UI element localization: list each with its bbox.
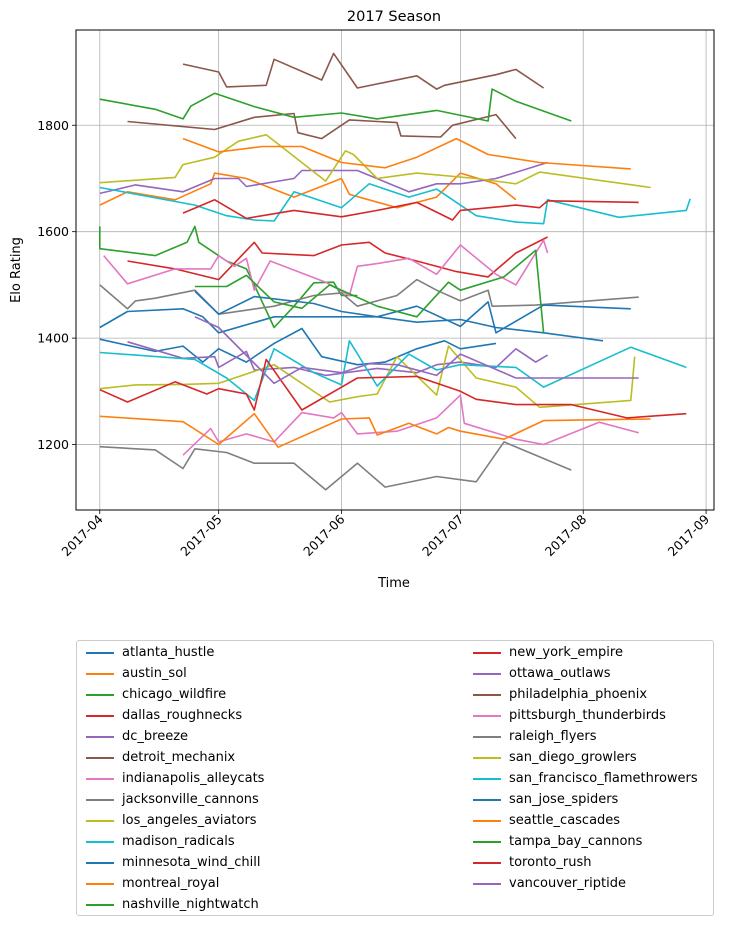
legend-label: raleigh_flyers [509,729,597,744]
legend-swatch [473,883,501,885]
legend-swatch [86,694,114,696]
legend-swatch [86,673,114,675]
legend-label: detroit_mechanix [122,750,236,765]
x-tick-label: 2017-08 [542,511,590,559]
series-line-nashville-nightwatch [99,88,572,122]
legend-swatch [86,757,114,759]
grid [76,30,714,510]
legend-label: atlanta_hustle [122,645,215,660]
legend-label: austin_sol [122,666,187,681]
x-axis-label: Time [377,576,410,591]
legend-swatch [473,820,501,822]
legend-label: jacksonville_cannons [122,792,259,807]
y-axis-label: Elo Rating [9,237,24,303]
series-line-dc-breeze [99,161,548,195]
series-lines [99,52,691,491]
legend-swatch [86,862,114,864]
legend-swatch [86,715,114,717]
legend-label: chicago_wildfire [122,687,227,702]
legend-swatch [473,841,501,843]
series-line-madison-radicals [99,183,691,225]
legend-swatch [473,778,501,780]
legend-swatch [473,736,501,738]
legend-label: seattle_cascades [509,813,621,828]
y-tick-label: 1200 [37,437,69,452]
series-line-toronto-rush [99,358,687,419]
legend-swatch [473,862,501,864]
legend-label: san_francisco_flamethrowers [509,771,698,786]
legend-label: dc_breeze [122,729,189,744]
legend-swatch [473,799,501,801]
axes-frame [75,29,715,511]
legend-label: toronto_rush [509,855,592,870]
x-tick-label: 2017-09 [665,511,713,559]
series-line-los-angeles-aviators [99,134,651,189]
series-line-detroit-mechanix [127,112,517,140]
legend-label: los_angeles_aviators [122,813,257,828]
legend: atlanta_hustle austin_sol chicago_wildfire… [76,640,714,916]
series-line-minnesota-wind-chill [99,327,497,366]
legend-swatch [473,673,501,675]
legend-label: nashville_nightwatch [122,897,259,912]
series-line-seattle-cascades [99,412,651,448]
series-line-jacksonville-cannons [99,278,639,315]
x-tick-label: 2017-06 [300,511,348,559]
legend-label: ottawa_outlaws [509,666,611,681]
legend-swatch [473,757,501,759]
legend-label: tampa_bay_cannons [509,834,643,849]
legend-swatch [86,883,114,885]
legend-label: indianapolis_alleycats [122,771,265,786]
legend-swatch [86,799,114,801]
x-tick-label: 2017-07 [419,512,467,560]
series-line-montreal-royal [182,137,631,170]
legend-swatch [473,694,501,696]
series-line-san-diego-growlers [99,345,636,409]
legend-label: new_york_empire [509,645,623,660]
series-line-raleigh-flyers [99,441,572,491]
legend-label: minnesota_wind_chill [122,855,261,870]
legend-swatch [473,715,501,717]
legend-swatch [86,736,114,738]
legend-swatch [86,841,114,843]
chart-title: 2017 Season [347,9,441,25]
legend-label: vancouver_riptide [509,876,626,891]
series-line-san-jose-spiders [194,290,631,334]
series-line-dallas-roughnecks [127,236,548,281]
legend-swatch [86,904,114,906]
series-line-vancouver-riptide [194,316,639,385]
legend-label: dallas_roughnecks [122,708,243,723]
y-tick-label: 1400 [37,331,69,346]
series-line-pittsburgh-thunderbirds [182,394,639,456]
x-tick-label: 2017-05 [177,512,225,560]
legend-label: montreal_royal [122,876,220,891]
series-line-philadelphia-phoenix [182,52,545,90]
series-line-atlanta-hustle [99,308,604,342]
legend-label: philadelphia_phoenix [509,687,648,702]
legend-swatch [86,820,114,822]
series-line-tampa-bay-cannons [194,249,545,333]
series-line-ottawa-outlaws [127,341,549,377]
series-line-new-york-empire [182,199,639,221]
legend-label: pittsburgh_thunderbirds [509,708,666,723]
y-tick-label: 1600 [37,224,69,239]
legend-swatch [473,652,501,654]
legend-label: san_jose_spiders [509,792,619,807]
legend-label: san_diego_growlers [509,750,637,765]
y-tick-label: 1800 [37,118,69,133]
legend-swatch [86,652,114,654]
x-tick-label: 2017-04 [58,511,106,559]
legend-label: madison_radicals [122,834,235,849]
legend-swatch [86,778,114,780]
